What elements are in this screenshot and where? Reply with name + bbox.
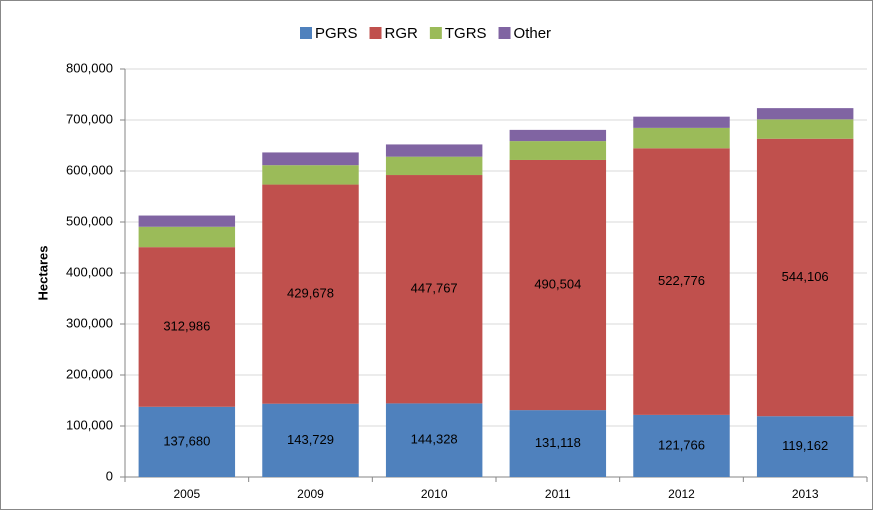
bar-segment (633, 148, 730, 415)
x-tick-label: 2013 (792, 487, 819, 501)
bar-segment (385, 175, 483, 404)
legend-label: RGR (385, 25, 419, 42)
y-tick-label: 600,000 (66, 162, 113, 177)
y-tick-label: 100,000 (66, 417, 113, 432)
data-label: 137,680 (163, 433, 210, 448)
bar-segment (262, 403, 359, 477)
data-label: 131,118 (535, 435, 581, 450)
bar-segment (385, 403, 483, 477)
data-label: 429,678 (287, 286, 334, 301)
legend-label: PGRS (315, 25, 358, 42)
bar-segment (138, 406, 236, 477)
bar-segment (138, 215, 236, 227)
data-label: 121,766 (658, 437, 705, 452)
data-label: 544,106 (782, 269, 829, 284)
bar-segment (633, 116, 730, 128)
bar-segment (509, 141, 607, 160)
x-tick-label: 2010 (421, 487, 448, 501)
data-label: 119,162 (782, 438, 828, 453)
y-tick-label: 800,000 (66, 60, 113, 75)
bar-segment (385, 144, 483, 157)
bar-segment (509, 159, 607, 411)
data-label: 144,328 (411, 432, 458, 447)
bar-segment (756, 138, 854, 417)
y-tick-label: 700,000 (66, 111, 113, 126)
data-label: 143,729 (287, 432, 334, 447)
bar-segment (385, 156, 483, 176)
y-tick-label: 300,000 (66, 315, 113, 330)
bar-segment (633, 127, 730, 149)
bar-segment (262, 165, 359, 185)
legend-label: Other (514, 25, 552, 42)
y-tick-label: 0 (106, 468, 113, 483)
bar-segment (138, 226, 236, 248)
bar-segment (756, 108, 854, 120)
bar-segment (138, 247, 236, 407)
bar-segment (756, 416, 854, 477)
legend-swatch (498, 27, 511, 39)
y-tick-label: 200,000 (66, 366, 113, 381)
bar-segment (756, 119, 854, 139)
x-tick-label: 2009 (297, 487, 324, 501)
bar-segment (262, 152, 359, 166)
x-tick-label: 2011 (545, 487, 571, 501)
bar-segment (509, 129, 607, 142)
bar-segment (262, 184, 359, 404)
data-label: 522,776 (658, 273, 705, 288)
legend-label: TGRS (445, 25, 487, 42)
legend-swatch (369, 27, 382, 39)
bar-segment (509, 410, 607, 477)
y-axis-label: Hectares (35, 246, 50, 301)
data-label: 312,986 (163, 318, 210, 333)
data-label: 490,504 (534, 276, 581, 291)
x-tick-label: 2012 (668, 487, 695, 501)
data-label: 447,767 (411, 281, 458, 296)
legend-swatch (300, 27, 312, 39)
y-tick-label: 500,000 (66, 213, 113, 228)
y-tick-label: 400,000 (66, 264, 113, 279)
bar-segment (633, 414, 730, 477)
legend-swatch (429, 27, 442, 39)
x-tick-label: 2005 (173, 487, 200, 501)
